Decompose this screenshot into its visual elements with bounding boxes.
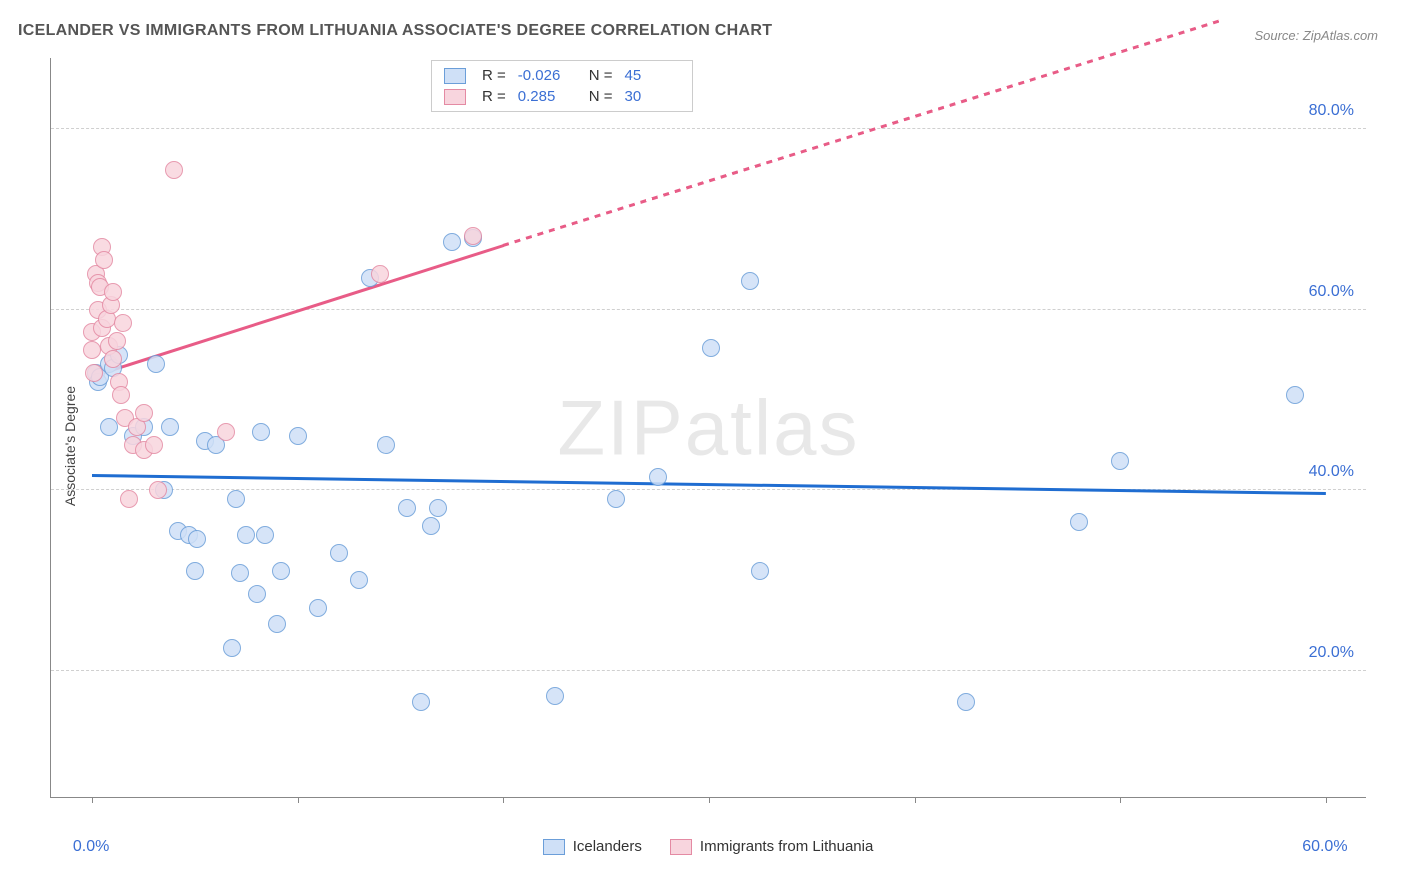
x-tick [1120, 797, 1121, 803]
y-tick-label: 80.0% [1309, 102, 1354, 120]
data-point [649, 468, 667, 486]
data-point [330, 544, 348, 562]
data-point [751, 562, 769, 580]
x-tick [298, 797, 299, 803]
y-tick-label: 40.0% [1309, 463, 1354, 481]
stats-row: R = -0.026 N = 45 [444, 65, 680, 86]
n-value: 30 [625, 88, 680, 105]
legend-label: Icelanders [573, 838, 642, 855]
x-tick [1326, 797, 1327, 803]
data-point [83, 341, 101, 359]
r-value: 0.285 [518, 88, 573, 105]
r-value: -0.026 [518, 67, 573, 84]
data-point [114, 314, 132, 332]
data-point [350, 571, 368, 589]
data-point [188, 530, 206, 548]
series-swatch [444, 68, 466, 84]
x-tick [915, 797, 916, 803]
data-point [1286, 386, 1304, 404]
data-point [272, 562, 290, 580]
data-point [112, 386, 130, 404]
data-point [1111, 452, 1129, 470]
data-point [289, 427, 307, 445]
legend-label: Immigrants from Lithuania [700, 838, 873, 855]
data-point [145, 436, 163, 454]
series-swatch [670, 839, 692, 855]
data-point [741, 272, 759, 290]
data-point [147, 355, 165, 373]
r-label: R = [482, 88, 506, 105]
series-legend: Icelanders Immigrants from Lithuania [50, 838, 1366, 855]
legend-item: Icelanders [543, 838, 642, 855]
data-point [223, 639, 241, 657]
data-point [120, 490, 138, 508]
gridline [51, 128, 1366, 129]
data-point [161, 418, 179, 436]
plot-area: ZIPatlas R = -0.026 N = 45 R = 0.285 N = 30 20.… [50, 58, 1366, 798]
data-point [464, 227, 482, 245]
data-point [149, 481, 167, 499]
data-point [108, 332, 126, 350]
data-point [217, 423, 235, 441]
data-point [135, 404, 153, 422]
series-swatch [543, 839, 565, 855]
data-point [957, 693, 975, 711]
data-point [104, 350, 122, 368]
data-point [377, 436, 395, 454]
x-tick [503, 797, 504, 803]
data-point [268, 615, 286, 633]
stats-row: R = 0.285 N = 30 [444, 86, 680, 107]
gridline [51, 309, 1366, 310]
x-tick [92, 797, 93, 803]
data-point [429, 499, 447, 517]
y-tick-label: 20.0% [1309, 644, 1354, 662]
data-point [252, 423, 270, 441]
data-point [256, 526, 274, 544]
legend-item: Immigrants from Lithuania [670, 838, 873, 855]
chart-title: ICELANDER VS IMMIGRANTS FROM LITHUANIA A… [18, 22, 772, 40]
x-tick [709, 797, 710, 803]
source-credit: Source: ZipAtlas.com [1254, 28, 1378, 43]
gridline [51, 670, 1366, 671]
data-point [186, 562, 204, 580]
data-point [412, 693, 430, 711]
data-point [237, 526, 255, 544]
data-point [248, 585, 266, 603]
data-point [227, 490, 245, 508]
data-point [398, 499, 416, 517]
data-point [702, 339, 720, 357]
series-swatch [444, 89, 466, 105]
n-label: N = [589, 88, 613, 105]
data-point [371, 265, 389, 283]
trend-line-extrapolated [503, 18, 1223, 246]
watermark-text: ZIPatlas [557, 382, 859, 473]
data-point [104, 283, 122, 301]
data-point [422, 517, 440, 535]
data-point [95, 251, 113, 269]
data-point [100, 418, 118, 436]
r-label: R = [482, 67, 506, 84]
data-point [85, 364, 103, 382]
y-tick-label: 60.0% [1309, 283, 1354, 301]
data-point [165, 161, 183, 179]
data-point [607, 490, 625, 508]
stats-legend-box: R = -0.026 N = 45 R = 0.285 N = 30 [431, 60, 693, 112]
data-point [309, 599, 327, 617]
n-value: 45 [625, 67, 680, 84]
x-tick-label: 0.0% [73, 838, 109, 856]
data-point [443, 233, 461, 251]
data-point [1070, 513, 1088, 531]
data-point [231, 564, 249, 582]
n-label: N = [589, 67, 613, 84]
x-tick-label: 60.0% [1302, 838, 1347, 856]
data-point [546, 687, 564, 705]
trend-line [92, 474, 1326, 495]
